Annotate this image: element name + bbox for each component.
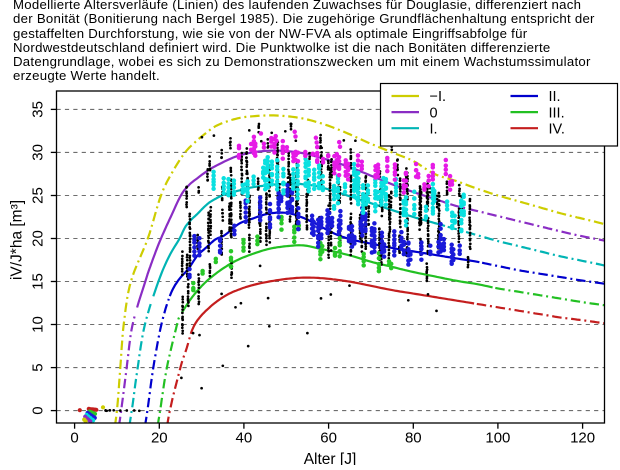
svg-text:60: 60 [320, 430, 337, 447]
svg-text:80: 80 [405, 430, 422, 447]
svg-text:30: 30 [30, 144, 47, 161]
svg-text:iV/J*ha [m³]: iV/J*ha [m³] [9, 200, 26, 280]
svg-text:IV.: IV. [549, 121, 565, 137]
svg-text:I.: I. [430, 121, 438, 137]
svg-text:−I.: −I. [430, 89, 447, 105]
svg-text:0: 0 [70, 430, 78, 447]
svg-text:15: 15 [30, 273, 47, 290]
svg-text:0: 0 [30, 406, 47, 414]
svg-text:20: 20 [151, 430, 168, 447]
svg-text:0: 0 [430, 105, 438, 121]
svg-text:5: 5 [30, 363, 47, 371]
svg-text:Alter [J]: Alter [J] [304, 451, 357, 465]
svg-text:25: 25 [30, 187, 47, 204]
svg-text:120: 120 [570, 430, 595, 447]
svg-text:40: 40 [236, 430, 253, 447]
svg-text:II.: II. [549, 89, 561, 105]
svg-text:35: 35 [30, 101, 47, 118]
svg-text:III.: III. [549, 105, 565, 121]
svg-text:100: 100 [485, 430, 510, 447]
svg-text:10: 10 [30, 316, 47, 333]
svg-text:20: 20 [30, 230, 47, 247]
